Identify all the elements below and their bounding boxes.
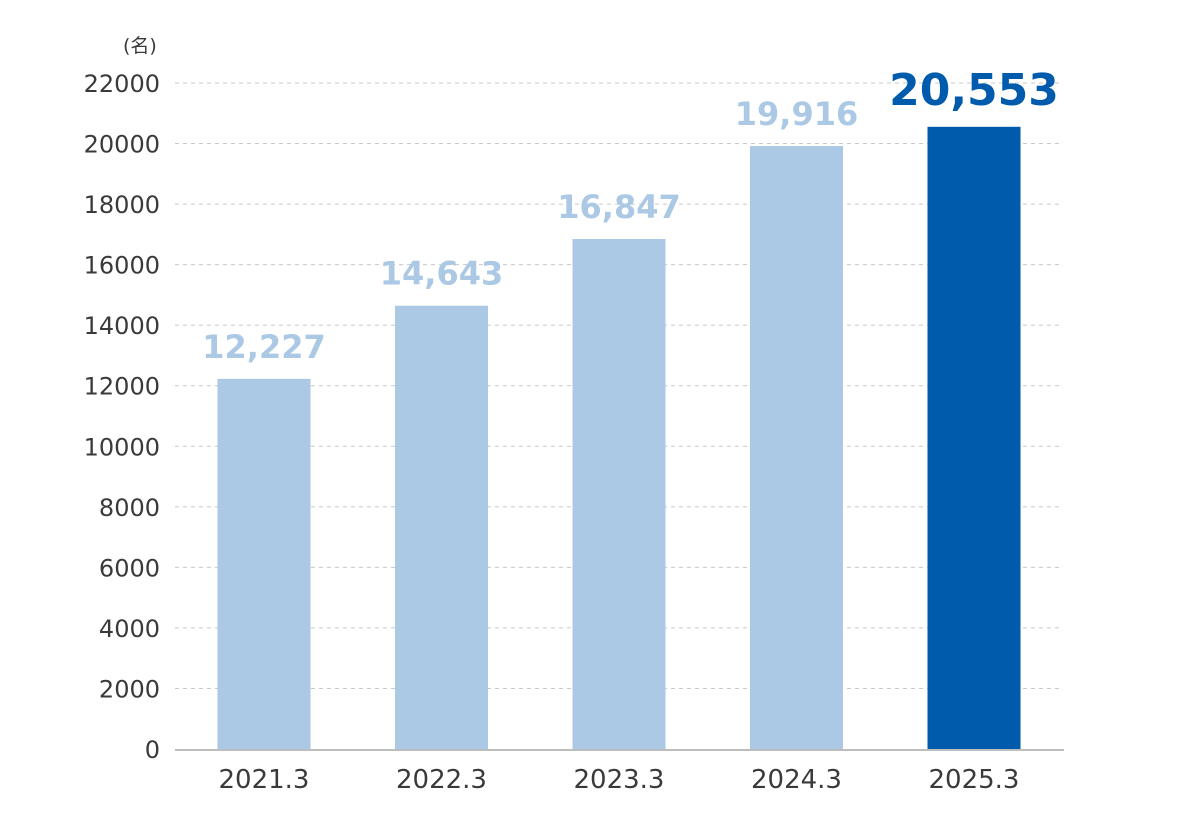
- y-tick-label: 18000: [84, 191, 160, 219]
- y-tick-label: 0: [145, 736, 160, 764]
- y-tick-label: 20000: [84, 131, 160, 159]
- x-tick-label: 2024.3: [751, 765, 842, 795]
- data-label: 12,227: [202, 328, 325, 366]
- y-tick-label: 22000: [84, 70, 160, 98]
- bars: [217, 126, 1021, 750]
- y-axis-ticks: 0 2000 4000 6000 8000 10000 12000 14000 16000 180…: [84, 70, 160, 764]
- y-tick-label: 12000: [84, 373, 160, 401]
- bar-2021.3: [217, 378, 311, 749]
- data-label: 16,847: [557, 188, 680, 226]
- y-tick-label: 16000: [84, 252, 160, 280]
- bar-2022.3: [395, 305, 488, 749]
- data-label: 19,916: [735, 95, 858, 133]
- y-tick-label: 10000: [84, 433, 160, 461]
- bar-2023.3: [572, 238, 666, 749]
- y-axis-unit-label: (名): [123, 35, 157, 57]
- bar-2024.3: [750, 146, 843, 749]
- x-tick-label: 2023.3: [574, 765, 665, 795]
- data-labels: 12,227 14,643 16,847 19,916 20,553: [202, 65, 1059, 366]
- x-tick-label: 2022.3: [396, 765, 487, 795]
- bar-2025.3: [927, 126, 1021, 750]
- x-axis-ticks: 2021.3 2022.3 2023.3 2024.3 2025.3: [219, 765, 1020, 795]
- y-tick-label: 8000: [99, 494, 160, 522]
- y-tick-label: 14000: [84, 312, 160, 340]
- data-label: 20,553: [889, 65, 1059, 116]
- y-tick-label: 6000: [99, 554, 160, 582]
- y-tick-label: 2000: [99, 675, 160, 703]
- data-label: 14,643: [380, 255, 503, 293]
- y-tick-label: 4000: [99, 615, 160, 643]
- x-tick-label: 2021.3: [219, 765, 310, 795]
- x-tick-label: 2025.3: [929, 765, 1020, 795]
